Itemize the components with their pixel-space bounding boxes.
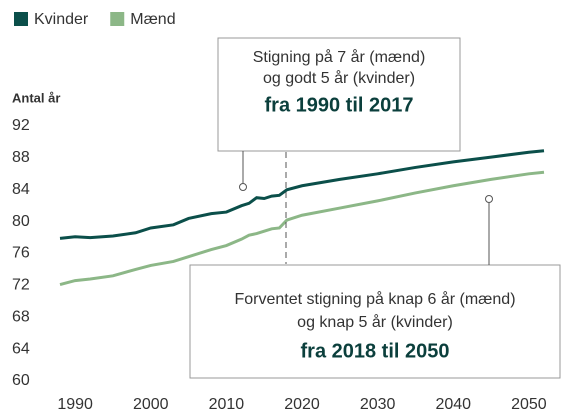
x-tick-label: 2030 xyxy=(360,396,396,413)
series-line xyxy=(59,170,545,287)
x-tick-label: 2050 xyxy=(511,396,547,413)
annotation-text: og godt 5 år (kvinder) xyxy=(263,69,415,87)
y-tick-label: 76 xyxy=(12,245,30,262)
x-tick-label: 2020 xyxy=(284,396,320,413)
annotation-text: fra 1990 til 2017 xyxy=(265,94,414,116)
y-tick-label: 92 xyxy=(12,117,30,134)
leader-dot xyxy=(485,195,493,203)
annotation-text: Stigning på 7 år (mænd) xyxy=(253,48,426,66)
x-tick-label: 2010 xyxy=(209,396,245,413)
x-tick-label: 2000 xyxy=(133,396,169,413)
y-tick-label: 84 xyxy=(12,181,30,198)
y-tick-label: 88 xyxy=(12,149,30,166)
annotation-box xyxy=(189,264,561,379)
legend-swatch xyxy=(14,12,28,26)
leader-dot xyxy=(239,183,247,191)
y-tick-label: 80 xyxy=(12,213,30,230)
annotation-text: fra 2018 til 2050 xyxy=(301,340,450,362)
x-tick-label: 1990 xyxy=(57,396,93,413)
legend-label: Kvinder xyxy=(34,11,89,28)
y-tick-label: 60 xyxy=(12,372,30,389)
y-tick-label: 72 xyxy=(12,277,30,294)
legend-swatch xyxy=(110,12,125,26)
y-tick-label: 64 xyxy=(12,340,30,357)
y-tick-label: 68 xyxy=(12,308,30,325)
series-line xyxy=(59,149,545,240)
annotation-text: Forventet stigning på knap 6 år (mænd) xyxy=(234,290,515,308)
legend-label: Mænd xyxy=(130,11,175,28)
annotation-text: og knap 5 år (kvinder) xyxy=(297,313,453,331)
y-axis-label: Antal år xyxy=(12,90,60,105)
annotation-box xyxy=(217,37,461,152)
x-tick-label: 2040 xyxy=(435,396,471,413)
